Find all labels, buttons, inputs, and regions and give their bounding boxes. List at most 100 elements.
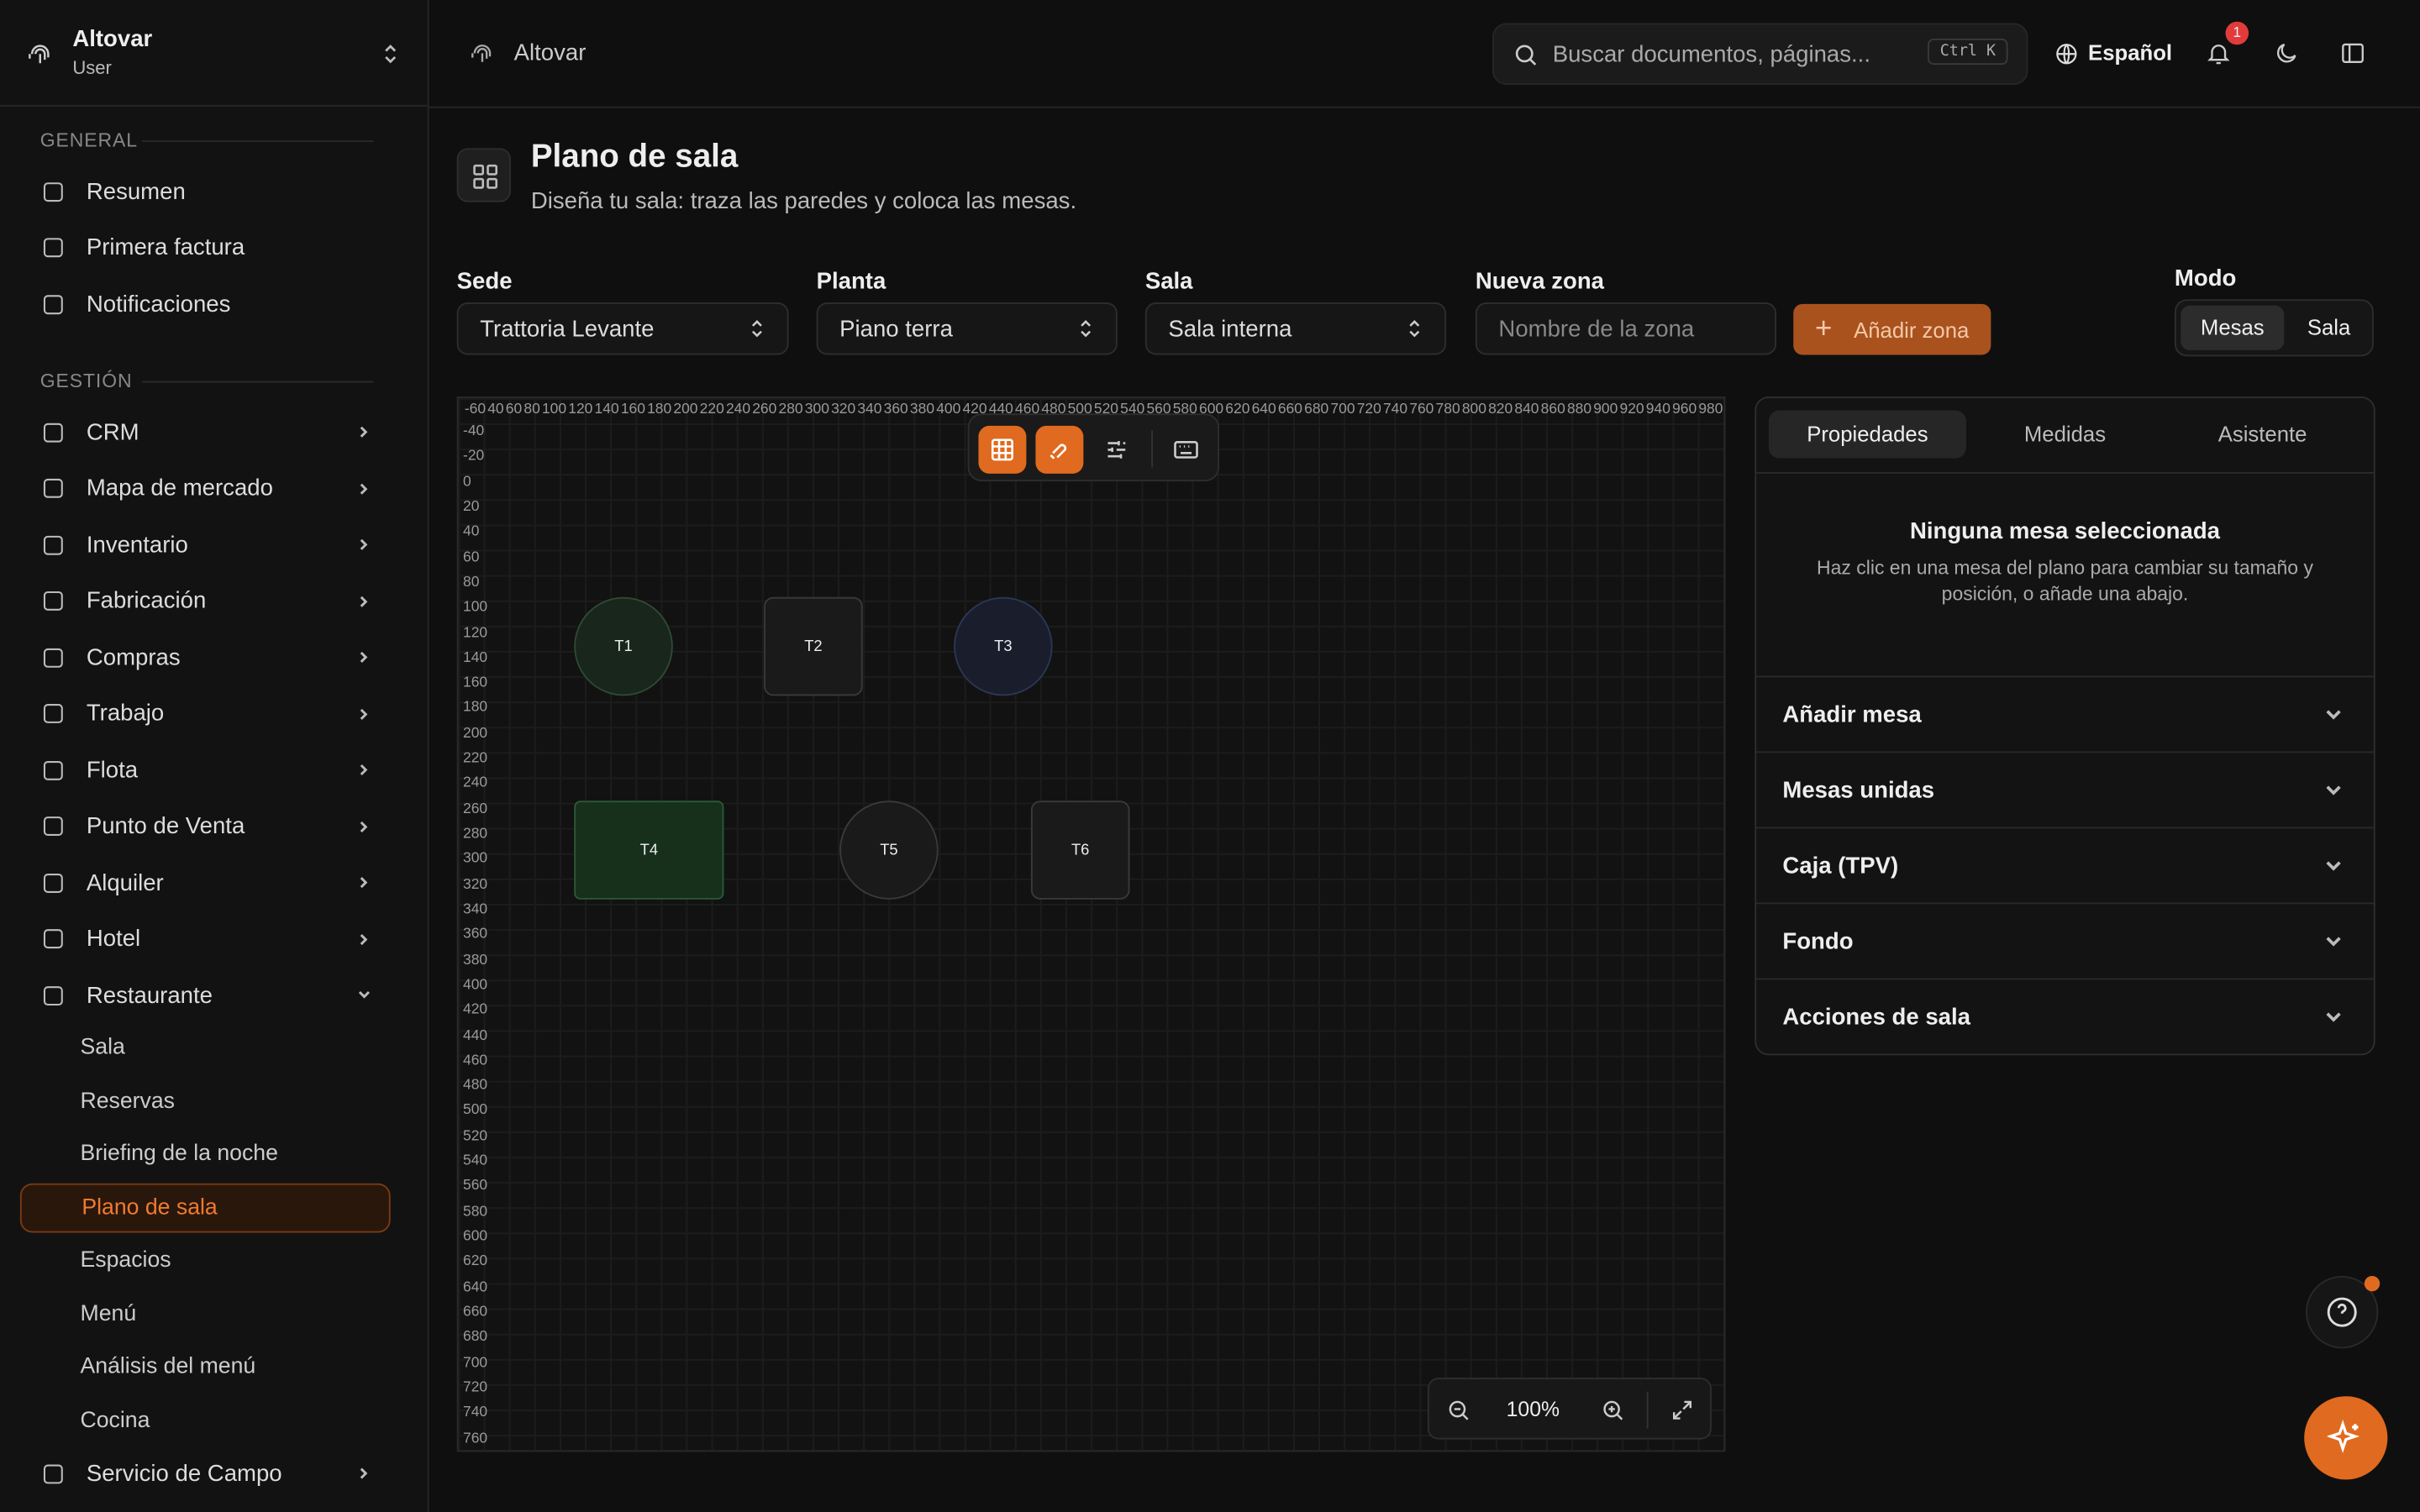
breadcrumb-icon bbox=[471, 45, 492, 62]
topbar: Altovar Buscar documentos, páginas... Ct… bbox=[429, 0, 2420, 108]
properties-panel: Ninguna mesa seleccionada Haz clic en un… bbox=[1754, 396, 2375, 1056]
nav-item[interactable]: Flota bbox=[40, 747, 380, 793]
nav-subitem[interactable]: Reservas bbox=[80, 1088, 176, 1114]
ruler-label: 360 bbox=[463, 926, 488, 943]
nav-item[interactable]: Inventario bbox=[40, 522, 380, 568]
table[interactable]: T3 bbox=[954, 596, 1053, 696]
nav-item[interactable]: Restaurante bbox=[40, 972, 380, 1018]
ruler-label: 620 bbox=[1225, 401, 1250, 418]
accordion-title: Añadir mesa bbox=[1782, 701, 1922, 728]
ruler-label: 340 bbox=[463, 900, 488, 918]
table[interactable]: T5 bbox=[839, 801, 939, 900]
fullscreen[interactable] bbox=[1670, 1398, 1694, 1422]
y-ruler: -40 -20 0 20 40 60 80 100 120 140 160 180 200 220 240 2… bbox=[463, 423, 487, 1447]
zoom-in[interactable] bbox=[1601, 1398, 1625, 1422]
breadcrumb[interactable]: Altovar bbox=[513, 39, 587, 66]
accordion[interactable]: Añadir mesa bbox=[1756, 675, 2374, 751]
ruler-label: 720 bbox=[1356, 401, 1381, 418]
ruler-label: 20 bbox=[463, 498, 480, 516]
nav-item[interactable]: Notificaciones bbox=[40, 281, 380, 328]
nav-item[interactable]: Mapa de mercado bbox=[40, 465, 380, 512]
filter-select[interactable]: Sala interna bbox=[1144, 302, 1446, 355]
divider bbox=[141, 140, 374, 142]
ruler-label: 880 bbox=[1566, 401, 1592, 418]
nav-subitem[interactable]: Sala bbox=[80, 1035, 125, 1060]
page-subtitle: Diseña tu sala: traza las paredes y colo… bbox=[530, 188, 1077, 215]
bell-icon[interactable] bbox=[2206, 40, 2232, 66]
panel-tab[interactable]: Propiedades bbox=[1768, 410, 1966, 459]
keyboard-icon[interactable] bbox=[1173, 437, 1199, 463]
ruler-label: 360 bbox=[883, 401, 908, 418]
snap-toggle[interactable] bbox=[1035, 425, 1084, 474]
ruler-label: 440 bbox=[463, 1026, 488, 1044]
ruler-label: 380 bbox=[909, 401, 935, 418]
accordion[interactable]: Fondo bbox=[1756, 902, 2374, 978]
ruler-label: 980 bbox=[1698, 401, 1723, 418]
help-button[interactable] bbox=[2306, 1275, 2381, 1349]
ruler-label: 400 bbox=[463, 976, 488, 994]
nav-subitem[interactable]: Cocina bbox=[80, 1407, 150, 1433]
nav-item[interactable]: Alquiler bbox=[40, 859, 380, 906]
nav-item[interactable]: CRM bbox=[40, 409, 380, 455]
table[interactable]: T1 bbox=[574, 596, 673, 696]
nav-item[interactable]: Punto de Venta bbox=[40, 803, 380, 849]
zone-label: Nueva zona bbox=[1475, 268, 1604, 295]
nav-label: Notificaciones bbox=[86, 291, 231, 318]
ruler-label: 480 bbox=[463, 1077, 488, 1095]
panel-tab[interactable]: Medidas bbox=[2023, 421, 2107, 446]
ruler-label: 700 bbox=[463, 1353, 488, 1372]
ruler-label: 40 bbox=[487, 401, 504, 418]
settings-icon[interactable] bbox=[1103, 437, 1129, 463]
zone-input[interactable]: Nombre de la zona bbox=[1475, 302, 1777, 355]
ruler-label: 580 bbox=[463, 1203, 488, 1221]
nav-subitem[interactable]: Briefing de la noche bbox=[80, 1142, 278, 1167]
nav-item[interactable]: Fabricación bbox=[40, 578, 380, 624]
ruler-label: 400 bbox=[936, 401, 961, 418]
filter-select[interactable]: Trattoria Levante bbox=[456, 302, 789, 355]
ruler-label: 80 bbox=[463, 574, 480, 591]
nav-item[interactable]: Servicio de Campo bbox=[40, 1450, 380, 1496]
nav-item[interactable]: Resumen bbox=[40, 168, 380, 214]
zoom-out[interactable] bbox=[1446, 1398, 1470, 1422]
notification-badge: 1 bbox=[2225, 21, 2249, 45]
ruler-label: 800 bbox=[1461, 401, 1486, 418]
add-zone-button[interactable]: + Añadir zona bbox=[1793, 303, 1991, 355]
table[interactable]: T4 bbox=[574, 801, 724, 900]
nav-subitem[interactable]: Menú bbox=[80, 1301, 137, 1326]
panel-tab[interactable]: Asistente bbox=[2217, 421, 2307, 446]
language[interactable]: Español bbox=[2088, 39, 2173, 66]
accordion[interactable]: Caja (TPV) bbox=[1756, 827, 2374, 902]
nav-item[interactable]: Trabajo bbox=[40, 690, 380, 737]
nav-subitem[interactable]: Análisis del menú bbox=[80, 1354, 256, 1380]
nav-label: Hotel bbox=[86, 926, 141, 953]
search[interactable]: Buscar documentos, páginas... Ctrl K bbox=[1492, 23, 2028, 86]
ruler-label: -60 bbox=[464, 401, 487, 418]
ruler-label: 760 bbox=[463, 1429, 488, 1446]
theme-icon[interactable] bbox=[2273, 40, 2299, 66]
ruler-label: 920 bbox=[1619, 401, 1644, 418]
ruler-label: 100 bbox=[463, 598, 488, 617]
nav-item[interactable]: Compras bbox=[40, 634, 380, 680]
search-placeholder: Buscar documentos, páginas... bbox=[1552, 41, 1870, 68]
table[interactable]: T6 bbox=[1030, 801, 1130, 900]
nav-subitem[interactable]: Espacios bbox=[80, 1247, 171, 1273]
ruler-label: 100 bbox=[541, 401, 567, 418]
mode-option[interactable]: Mesas bbox=[2181, 305, 2285, 350]
mode-option[interactable]: Sala bbox=[2307, 314, 2351, 340]
filter-select[interactable]: Piano terra bbox=[816, 302, 1118, 355]
accordion[interactable]: Acciones de sala bbox=[1756, 978, 2374, 1053]
grid-toggle[interactable] bbox=[978, 425, 1027, 474]
accordion[interactable]: Mesas unidas bbox=[1756, 751, 2374, 827]
nav-item[interactable]: Hotel bbox=[40, 916, 380, 962]
ruler-label: 60 bbox=[463, 549, 480, 566]
nav-subitem[interactable]: Plano de sala bbox=[19, 1182, 391, 1232]
org-switch[interactable] bbox=[381, 43, 400, 65]
floor-canvas[interactable]: -60 40 60 80 100 120 140 160 180 200 220 240 260 280 3… bbox=[456, 396, 1726, 1452]
divider bbox=[1756, 472, 2374, 474]
panel-icon[interactable] bbox=[2339, 40, 2365, 66]
ruler-label: 180 bbox=[647, 401, 672, 418]
table[interactable]: T2 bbox=[764, 596, 863, 696]
ruler-label: 300 bbox=[463, 850, 488, 868]
nav-item[interactable]: Primera factura bbox=[40, 224, 380, 270]
assistant-button[interactable] bbox=[2304, 1396, 2388, 1480]
